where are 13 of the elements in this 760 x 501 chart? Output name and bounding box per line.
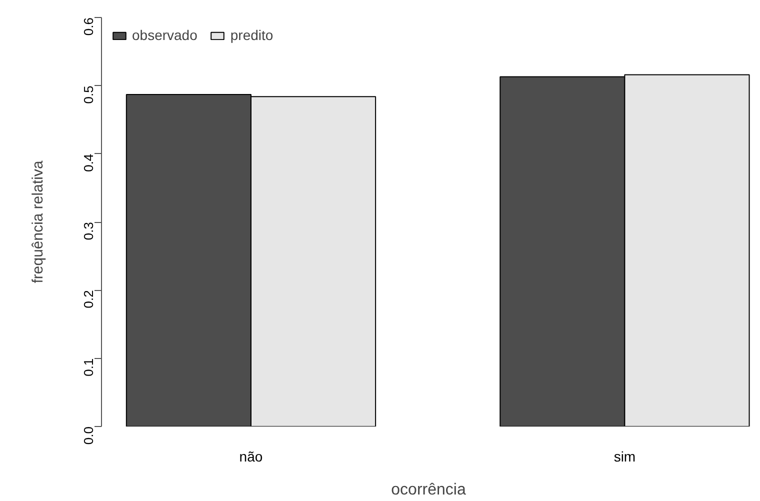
y-axis-title: frequência relativa [30,160,46,284]
x-tick-label: sim [614,448,636,464]
legend-label: predito [230,27,274,43]
y-tick-label: 0.1 [81,358,96,376]
x-axis-title: ocorrência [391,482,466,498]
legend-label: observado [132,27,198,43]
y-tick-label: 0.4 [81,154,96,172]
y-tick-label: 0.3 [81,222,96,240]
y-tick-label: 0.5 [81,86,96,104]
y-tick-label: 0.2 [81,290,96,308]
x-tick-label: não [239,448,263,464]
y-tick-label: 0.6 [81,17,96,36]
y-tick-label: 0.0 [81,426,96,445]
